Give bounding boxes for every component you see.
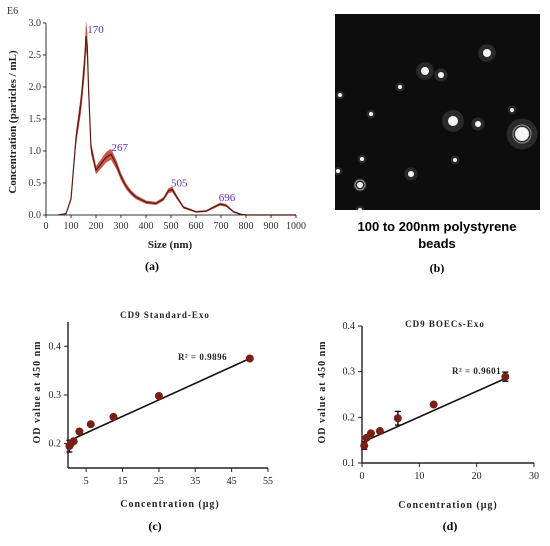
error-band	[58, 20, 296, 215]
data-point	[109, 412, 118, 421]
bead-spots	[333, 44, 538, 215]
x-tick-label: 10	[414, 471, 424, 482]
x-tick-label: 500	[164, 221, 179, 232]
x-tick-label: 1000	[286, 221, 306, 232]
data-point	[75, 427, 84, 436]
x-axis-label: Size (nm)	[148, 239, 193, 251]
r-squared-annotation: R² = 0.9601	[452, 366, 501, 376]
x-tick-label: 300	[114, 221, 129, 232]
r-squared-annotation: R² = 0.9896	[178, 352, 227, 362]
panel-b-image: 100 to 200nm polystyrene beads (b)	[333, 14, 540, 275]
x-tick-label: 800	[239, 221, 254, 232]
bead-spot	[438, 72, 444, 78]
bead-spot	[448, 116, 458, 126]
bead-spot	[408, 171, 414, 177]
caption-line-1: 100 to 200nm polystyrene	[358, 219, 517, 234]
data-point	[245, 354, 254, 363]
x-tick-label: 0	[360, 471, 365, 482]
panel-d-chart: CD9 BOECs-Exo OD value at 450 nm Concent…	[317, 319, 539, 533]
y-tick-label: 1.0	[29, 146, 42, 157]
bead-ring	[354, 179, 366, 191]
y-axis-label: OD value at 450 nm	[32, 341, 43, 444]
x-tick-label: 100	[64, 221, 79, 232]
y-axis-label: OD value at 450 nm	[317, 341, 328, 444]
chart-title: CD9 BOECs-Exo	[405, 319, 485, 329]
peak-label: 696	[219, 192, 236, 204]
bead-spot	[338, 93, 342, 97]
bead-spot	[336, 169, 340, 173]
caption-line-2: beads	[418, 236, 456, 251]
y-tick-label: 0.1	[343, 458, 356, 469]
x-tick-label: 55	[263, 476, 273, 487]
bead-spot	[510, 108, 514, 112]
bead-spot	[475, 121, 481, 127]
bead-spot	[483, 49, 491, 57]
panel-label-a: (a)	[145, 259, 159, 273]
bead-spot	[515, 127, 529, 141]
y-tick-label: 1.5	[29, 114, 42, 125]
x-tick-label: 35	[190, 476, 200, 487]
microscopy-image	[335, 14, 540, 210]
peak-label: 267	[112, 142, 129, 154]
y-tick-label: 0.0	[29, 210, 42, 221]
x-tick-label: 700	[214, 221, 229, 232]
data-point	[375, 427, 384, 436]
bead-spot	[398, 85, 402, 89]
x-tick-label: 5	[84, 476, 89, 487]
data-point	[69, 437, 78, 446]
y-tick-label: 0.4	[343, 321, 356, 332]
series-line	[58, 35, 296, 216]
chart-title: CD9 Standard-Exo	[120, 310, 210, 320]
x-tick-label: 900	[264, 221, 279, 232]
y-tick-label: 0.3	[343, 367, 356, 378]
data-point	[154, 391, 163, 400]
y-tick-label: 3.0	[29, 18, 42, 29]
bead-spot	[453, 158, 457, 162]
x-axis-label: Concentration (μg)	[120, 499, 220, 510]
x-axis-label: Concentration (μg)	[398, 500, 498, 511]
data-point	[393, 414, 402, 423]
x-tick-label: 30	[529, 471, 539, 482]
bead-spot	[357, 182, 363, 188]
bead-spot	[369, 112, 373, 116]
bead-ring	[512, 124, 532, 144]
data-point	[501, 372, 510, 381]
y-axis-label: Concentration (particles / mL)	[7, 50, 19, 194]
data-point	[360, 441, 369, 450]
y-tick-label: 0.4	[49, 341, 62, 352]
data-point	[366, 429, 375, 438]
y-tick-label: 0.3	[49, 390, 62, 401]
x-tick-label: 45	[227, 476, 237, 487]
data-point	[429, 400, 438, 409]
x-tick-label: 0	[44, 221, 49, 232]
panel-label-c: (c)	[148, 519, 161, 533]
panel-c-chart: CD9 Standard-Exo OD value at 450 nm Conc…	[32, 310, 273, 533]
y-tick-label: 0.2	[343, 412, 356, 423]
bead-spot	[421, 67, 429, 75]
bead-spot	[360, 157, 364, 161]
data-point	[86, 420, 95, 429]
y-tick-label: 0.5	[29, 178, 42, 189]
multiplier-label: E6	[7, 6, 18, 17]
fit-line	[361, 377, 506, 444]
peak-label: 505	[171, 177, 188, 189]
panel-a-chart: E6 Concentration (particles / mL) Size (…	[7, 6, 306, 273]
x-tick-label: 200	[89, 221, 104, 232]
x-tick-label: 600	[189, 221, 204, 232]
x-tick-label: 15	[118, 476, 128, 487]
y-tick-label: 2.5	[29, 50, 42, 61]
peak-label: 170	[87, 24, 104, 36]
x-tick-label: 400	[139, 221, 154, 232]
panel-label-d: (d)	[443, 519, 458, 533]
bead-spot	[358, 208, 362, 212]
x-tick-label: 25	[154, 476, 164, 487]
panel-label-b: (b)	[430, 261, 445, 275]
x-tick-label: 20	[472, 471, 482, 482]
y-tick-label: 0.2	[49, 439, 62, 450]
y-tick-label: 2.0	[29, 82, 42, 93]
